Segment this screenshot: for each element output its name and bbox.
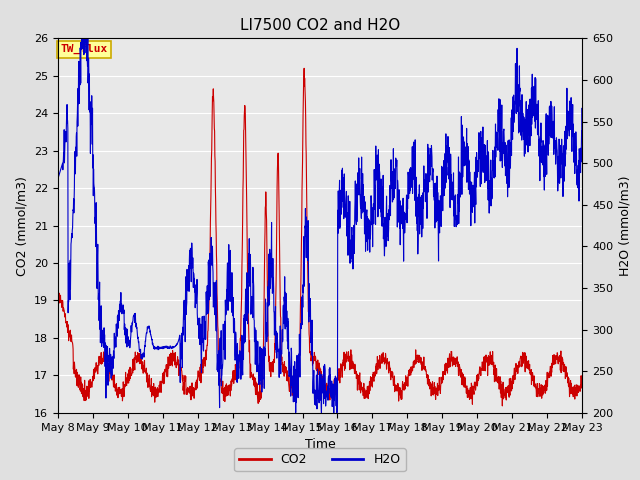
Title: LI7500 CO2 and H2O: LI7500 CO2 and H2O xyxy=(240,18,400,33)
Y-axis label: CO2 (mmol/m3): CO2 (mmol/m3) xyxy=(15,176,28,276)
Y-axis label: H2O (mmol/m3): H2O (mmol/m3) xyxy=(619,175,632,276)
X-axis label: Time: Time xyxy=(305,438,335,451)
Legend: CO2, H2O: CO2, H2O xyxy=(234,448,406,471)
Text: TW_flux: TW_flux xyxy=(60,44,108,54)
